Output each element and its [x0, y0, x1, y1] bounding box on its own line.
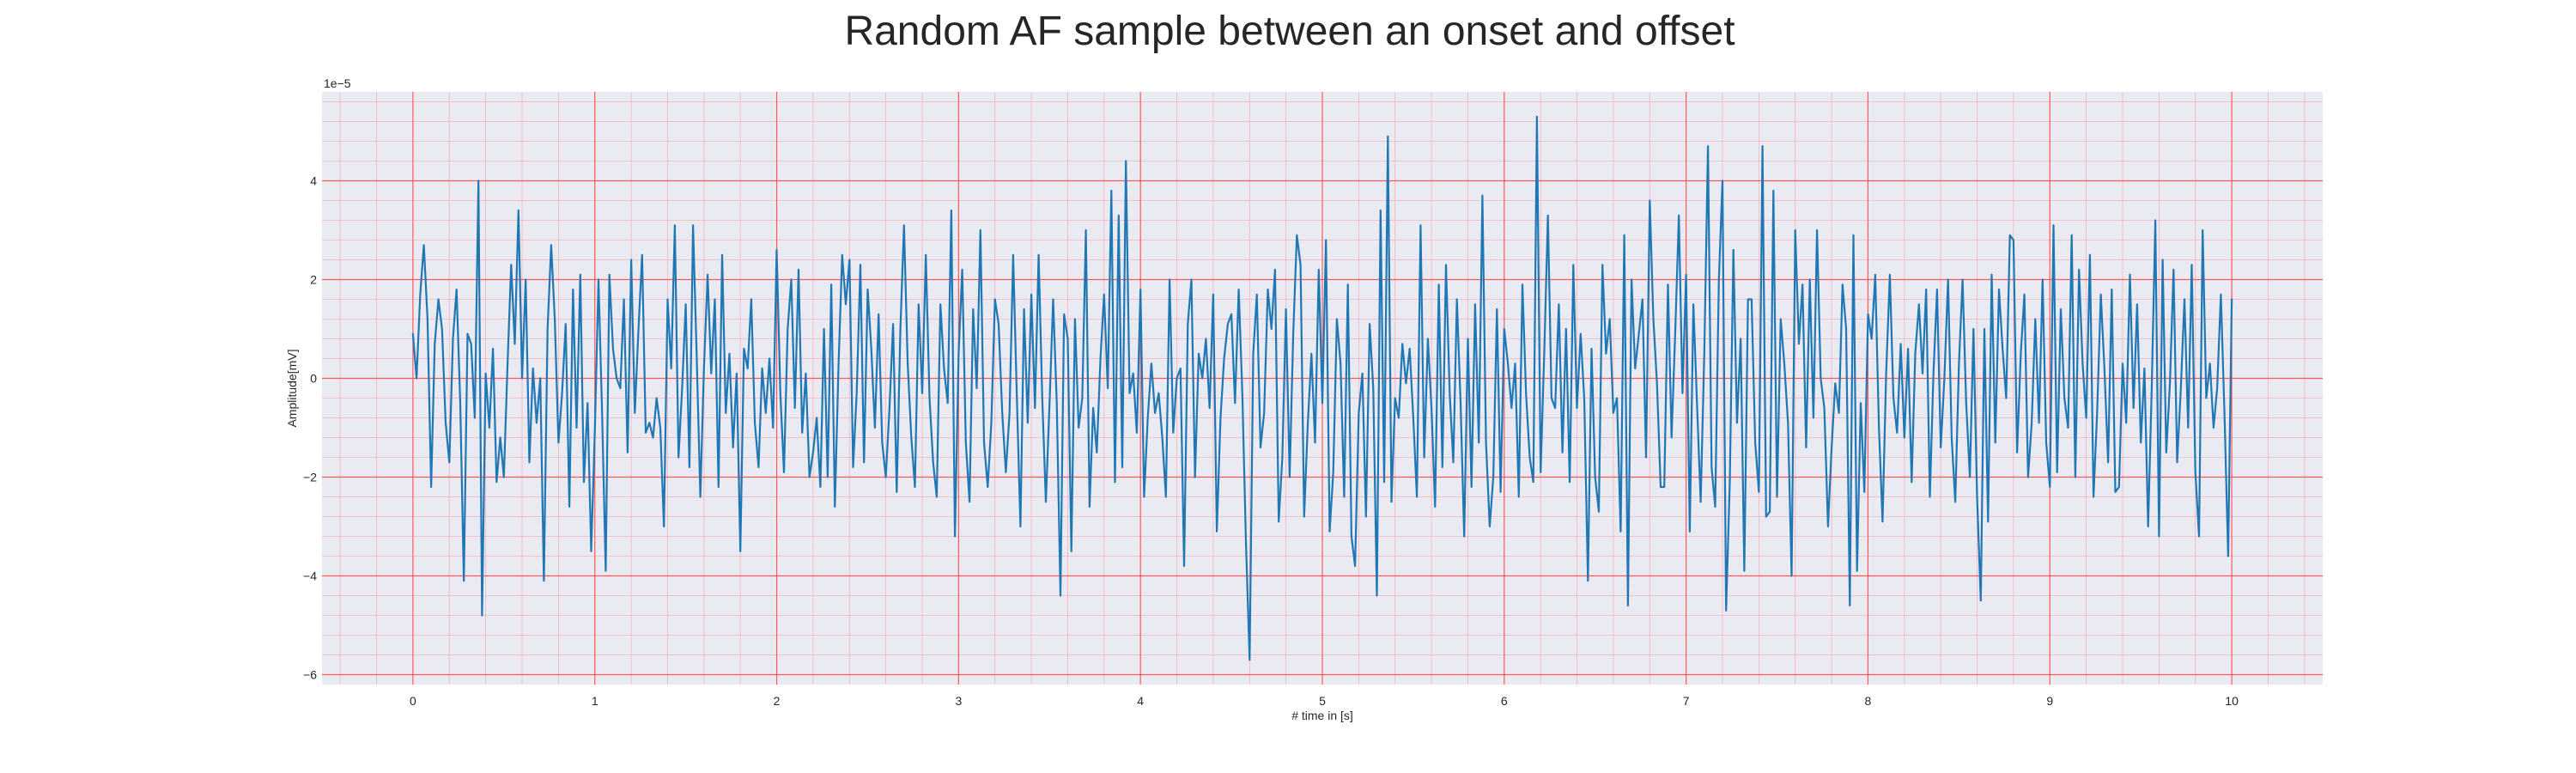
x-tick-label: 7	[1683, 694, 1690, 708]
y-axis-ticks: 4 2 0 −2 −4 −6	[303, 174, 317, 682]
y-tick-label: 2	[310, 273, 317, 287]
x-tick-label: 1	[592, 694, 598, 708]
x-tick-label: 9	[2046, 694, 2053, 708]
x-tick-label: 10	[2225, 694, 2239, 708]
x-tick-label: 5	[1319, 694, 1326, 708]
y-tick-label: 0	[310, 372, 317, 386]
x-tick-label: 3	[955, 694, 962, 708]
y-offset-label: 1e−5	[324, 76, 351, 90]
y-tick-label: −2	[303, 471, 317, 484]
y-tick-label: 4	[310, 174, 317, 188]
x-axis-label: # time in [s]	[1291, 709, 1353, 722]
x-tick-label: 6	[1501, 694, 1508, 708]
x-tick-label: 2	[774, 694, 781, 708]
x-tick-label: 8	[1865, 694, 1872, 708]
y-axis-label: Amplitude[mV]	[285, 349, 299, 427]
x-axis-ticks: 0 1 2 3 4 5 6 7 8 9 10	[410, 694, 2239, 708]
chart-title: Random AF sample between an onset and of…	[844, 9, 1735, 54]
x-tick-label: 4	[1137, 694, 1144, 708]
y-tick-label: −4	[303, 569, 317, 583]
x-tick-label: 0	[410, 694, 416, 708]
series-line-af-sample	[411, 115, 2233, 661]
y-tick-label: −6	[303, 668, 317, 682]
